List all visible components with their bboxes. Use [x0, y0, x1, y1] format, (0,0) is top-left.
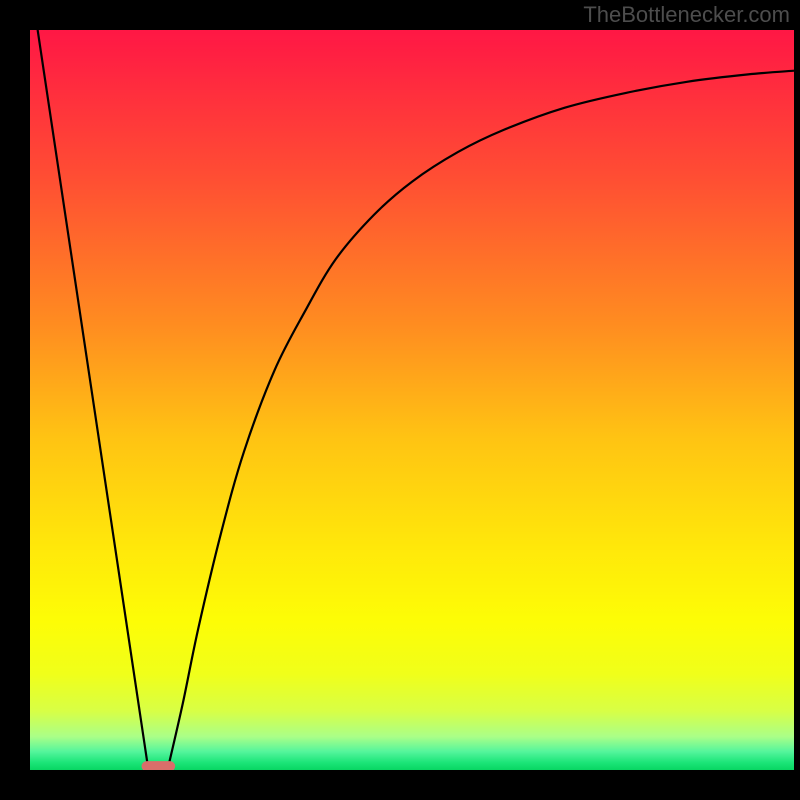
plot-svg: [30, 30, 794, 770]
watermark-text: TheBottlenecker.com: [583, 2, 790, 28]
plot-area: [30, 30, 794, 770]
optimal-marker-pill: [142, 761, 176, 770]
chart-frame: TheBottlenecker.com: [0, 0, 800, 800]
gradient-background: [30, 30, 794, 770]
